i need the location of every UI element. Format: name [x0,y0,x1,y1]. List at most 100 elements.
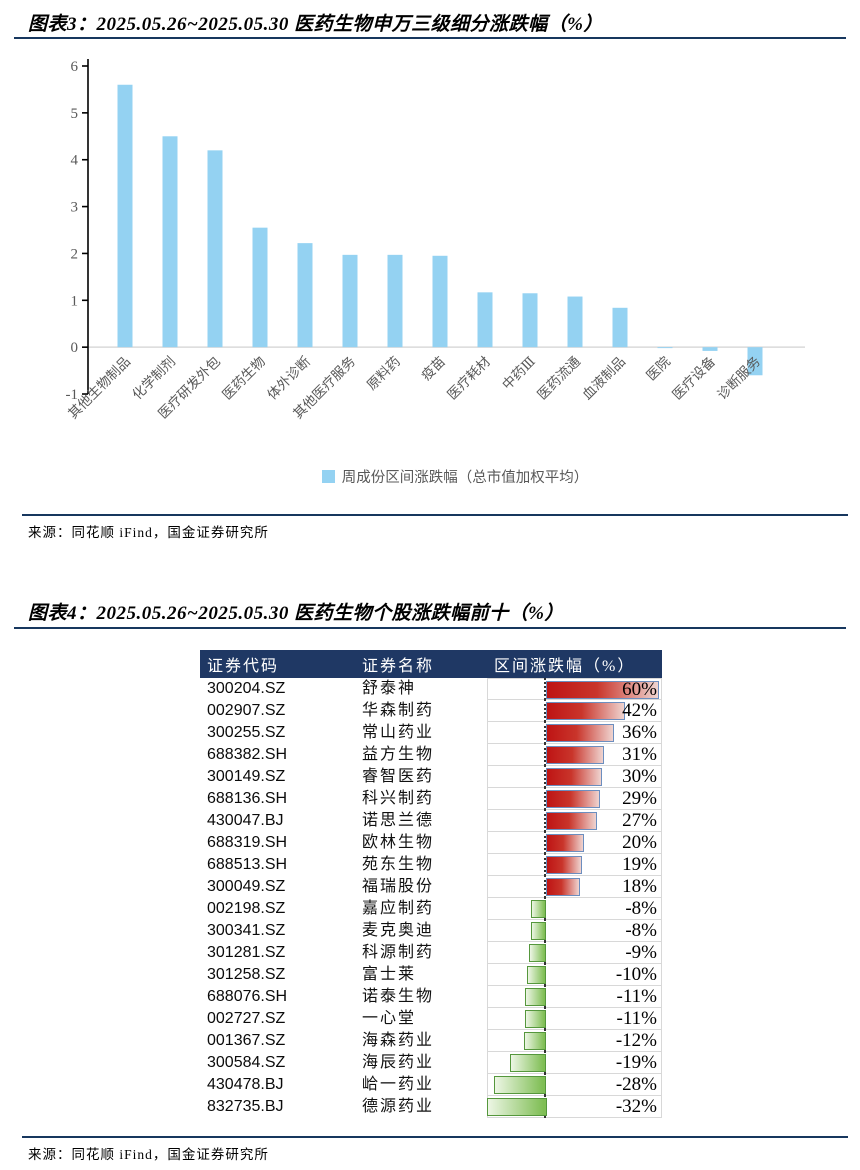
figure3-title-rule [14,37,846,39]
stock-name: 苑东生物 [362,856,435,873]
zero-axis-dashed-line [544,765,546,788]
table-row: 430047.BJ 诺思兰德 27% [200,809,662,832]
stock-code: 430478.BJ [207,1076,284,1093]
stock-code: 688136.SH [207,790,288,807]
chart-bar [387,254,403,348]
positive-change-bar [546,723,614,742]
change-value: 60% [622,679,657,700]
figure4-title: 图表4：2025.05.26~2025.05.30 医药生物个股涨跌幅前十（%） [28,603,564,624]
change-bar-cell: 29% [487,787,662,810]
stock-name: 福瑞股份 [362,878,435,895]
change-value: -9% [625,942,657,963]
stock-code: 002198.SZ [207,900,286,917]
change-bar-cell: 60% [487,678,662,700]
change-value: 31% [622,744,657,765]
stock-code: 300204.SZ [207,680,286,697]
table-row: 300149.SZ 睿智医药 30% [200,765,662,788]
stock-name: 诺思兰德 [362,812,435,829]
table-row: 688076.SH 诺泰生物 -11% [200,985,662,1008]
stock-code: 300584.SZ [207,1054,286,1071]
table-row: 002907.SZ 华森制药 42% [200,699,662,722]
change-value: -11% [616,986,657,1007]
stock-name: 嘉应制药 [362,900,435,917]
chart-bar [252,227,268,348]
table-row: 688319.SH 欧林生物 20% [200,831,662,854]
positive-change-bar [546,745,605,764]
negative-change-bar [525,987,546,1006]
stock-code: 301281.SZ [207,944,286,961]
chart-bar [207,150,223,348]
change-bar-cell: -28% [487,1073,662,1096]
stock-code: 300255.SZ [207,724,286,741]
change-bar-cell: -19% [487,1051,662,1074]
stock-name: 睿智医药 [362,768,435,785]
table-row: 300049.SZ 福瑞股份 18% [200,875,662,898]
x-axis-label: 医疗耗材 [444,354,493,403]
stock-name: 华森制药 [362,702,435,719]
change-value: 20% [622,832,657,853]
change-bar-cell: 19% [487,853,662,876]
figure3-source-rule [22,514,848,516]
stock-code: 832735.BJ [207,1098,284,1115]
table-row: 002727.SZ 一心堂 -11% [200,1007,662,1030]
y-axis-tick-label: -1 [66,387,79,403]
x-axis-label: 疫苗 [418,354,448,384]
chart-bar [297,243,313,348]
figure3-title: 图表3：2025.05.26~2025.05.30 医药生物申万三级细分涨跌幅（… [28,14,603,35]
bar-chart-canvas: -10123456其他生物制品化学制剂医疗研发外包医药生物体外诊断其他医疗服务原… [65,59,805,422]
y-axis-tick-label: 0 [71,340,79,356]
table-row: 300341.SZ 麦克奥迪 -8% [200,919,662,942]
change-bar-cell: -8% [487,897,662,920]
change-value: 42% [622,700,657,721]
col-header-change: 区间涨跌幅（%） [494,658,636,675]
change-value: -10% [615,964,657,985]
table-row: 301281.SZ 科源制药 -9% [200,941,662,964]
x-axis-label: 诊断服务 [714,354,763,403]
stock-code: 002727.SZ [207,1010,286,1027]
chart-bar [117,84,133,348]
negative-change-bar [523,1031,546,1050]
y-axis-tick-label: 5 [71,106,79,122]
positive-change-bar [546,833,584,852]
stock-code: 688319.SH [207,834,288,851]
stock-name: 一心堂 [362,1010,417,1027]
x-axis-label: 医疗设备 [669,353,719,403]
x-axis-label: 原料药 [364,354,403,393]
positive-change-bar [546,680,659,699]
positive-change-bar [546,811,597,830]
table-row: 300255.SZ 常山药业 36% [200,721,662,744]
stock-code: 300049.SZ [207,878,286,895]
change-bar-cell: 42% [487,699,662,722]
chart-bar [477,292,493,348]
table-row: 430478.BJ 峆一药业 -28% [200,1073,662,1096]
stock-code: 688382.SH [207,746,288,763]
change-bar-cell: -8% [487,919,662,942]
negative-change-bar [527,965,546,984]
change-value: 19% [622,854,657,875]
zero-axis-dashed-line [544,853,546,876]
stock-name: 常山药业 [362,724,435,741]
negative-change-bar [531,921,546,940]
figure4-source-rule [22,1136,848,1138]
change-value: -19% [615,1052,657,1073]
y-axis-tick-label: 4 [71,153,79,169]
stock-name: 麦克奥迪 [362,922,435,939]
positive-change-bar [546,855,582,874]
chart-bar [747,347,763,376]
change-bar-cell: -9% [487,941,662,964]
change-bar-cell: 20% [487,831,662,854]
negative-change-bar [529,943,546,962]
table-row: 002198.SZ 嘉应制药 -8% [200,897,662,920]
table-row: 301258.SZ 富士莱 -10% [200,963,662,986]
positive-change-bar [546,767,603,786]
stock-code: 688076.SH [207,988,288,1005]
stock-name: 海辰药业 [362,1054,435,1071]
y-axis-tick-label: 6 [71,59,79,75]
table-row: 688136.SH 科兴制药 29% [200,787,662,810]
change-bar-cell: 30% [487,765,662,788]
zero-axis-dashed-line [544,743,546,766]
stock-name: 舒泰神 [362,680,417,697]
negative-change-bar [487,1097,547,1116]
change-value: 29% [622,788,657,809]
table-row: 300204.SZ 舒泰神 60% [200,678,662,700]
